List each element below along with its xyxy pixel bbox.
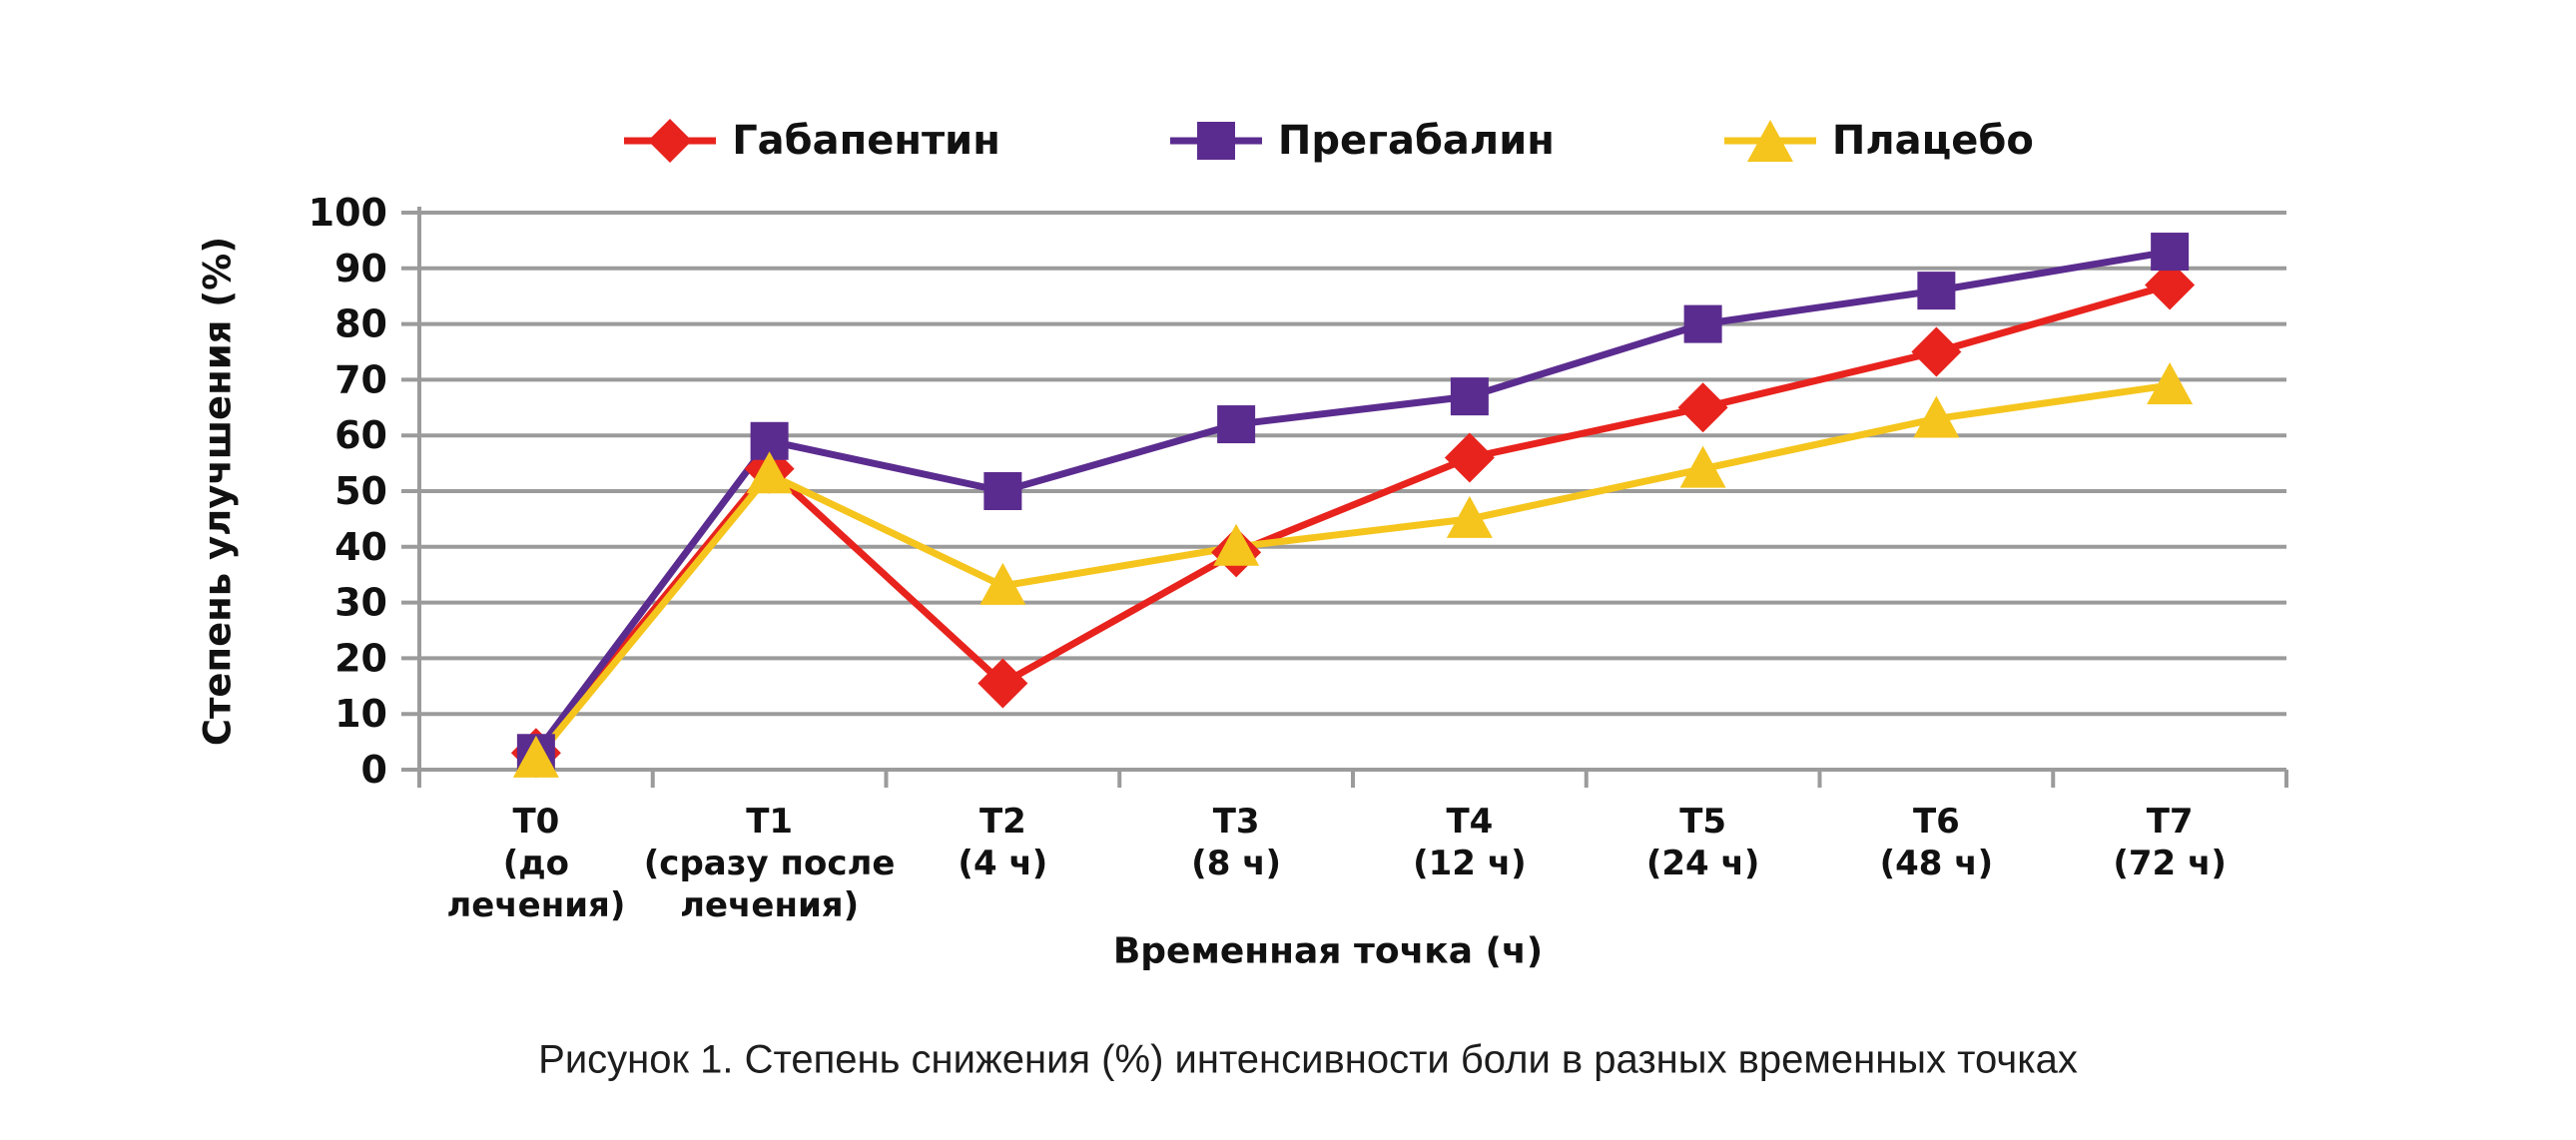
y-axis-title: Степень улучшения (%) bbox=[196, 236, 240, 747]
triangle-marker-icon bbox=[1723, 120, 1816, 162]
x-tick-label: Т6 (48 ч) bbox=[1880, 802, 1994, 883]
data-point bbox=[1450, 377, 1489, 416]
square-marker-icon bbox=[1169, 122, 1262, 160]
x-tick-label: Т3 (8 ч) bbox=[1191, 802, 1281, 883]
data-point bbox=[1677, 382, 1728, 433]
legend-item-pregabalin: Прегабалин bbox=[1168, 118, 1555, 164]
y-tick-label: 30 bbox=[334, 581, 387, 625]
data-point bbox=[1917, 272, 1956, 310]
data-point bbox=[1913, 395, 1960, 438]
figure-caption: Рисунок 1. Степень снижения (%) интенсив… bbox=[538, 1037, 2078, 1082]
x-axis-title: Временная точка (ч) bbox=[1112, 930, 1544, 972]
data-point bbox=[1446, 495, 1493, 538]
y-tick-label: 40 bbox=[334, 525, 387, 569]
x-tick-label: Т7 (72 ч) bbox=[2113, 802, 2227, 883]
y-tick-label: 70 bbox=[334, 357, 387, 401]
y-tick-label: 60 bbox=[334, 413, 387, 457]
legend-item-gabapentin: Габапентин bbox=[622, 118, 1000, 164]
y-tick-label: 80 bbox=[334, 302, 387, 346]
series-line-2 bbox=[533, 381, 2171, 762]
data-point bbox=[1911, 326, 1962, 377]
series-line-0 bbox=[533, 282, 2172, 756]
data-point bbox=[977, 658, 1028, 709]
x-tick-label: Т4 (12 ч) bbox=[1413, 802, 1527, 883]
data-point bbox=[512, 735, 559, 778]
x-tick-label: Т1 (сразу после лечения) bbox=[644, 802, 896, 925]
data-point bbox=[2151, 233, 2190, 272]
series-line-1 bbox=[533, 248, 2171, 756]
y-tick-label: 10 bbox=[334, 692, 387, 736]
y-tick-label: 50 bbox=[334, 469, 387, 513]
data-point bbox=[1679, 445, 1726, 488]
legend-label: Габапентин bbox=[732, 118, 1000, 164]
y-tick-label: 0 bbox=[361, 748, 387, 792]
data-point bbox=[746, 451, 793, 494]
diamond-marker-icon bbox=[624, 119, 717, 163]
y-tick-label: 90 bbox=[334, 247, 387, 290]
legend-label: Плацебо bbox=[1831, 118, 2034, 164]
data-point bbox=[1217, 405, 1256, 444]
legend-item-placebo: Плацебо bbox=[1722, 118, 2034, 164]
data-point bbox=[2145, 260, 2196, 310]
legend: Габапентин Прегабалин Плацебо bbox=[0, 118, 2576, 164]
data-point bbox=[2147, 361, 2194, 404]
data-point bbox=[1213, 523, 1260, 566]
y-tick-label: 20 bbox=[334, 636, 387, 680]
x-tick-label: Т0 (до лечения) bbox=[446, 802, 625, 925]
x-tick-label: Т2 (4 ч) bbox=[958, 802, 1047, 883]
data-point bbox=[979, 562, 1026, 605]
data-point bbox=[1444, 432, 1495, 483]
x-tick-label: Т5 (24 ч) bbox=[1646, 802, 1760, 883]
data-point bbox=[1683, 304, 1722, 343]
y-tick-label: 100 bbox=[309, 191, 387, 235]
data-point bbox=[983, 472, 1022, 510]
legend-label: Прегабалин bbox=[1277, 118, 1555, 164]
